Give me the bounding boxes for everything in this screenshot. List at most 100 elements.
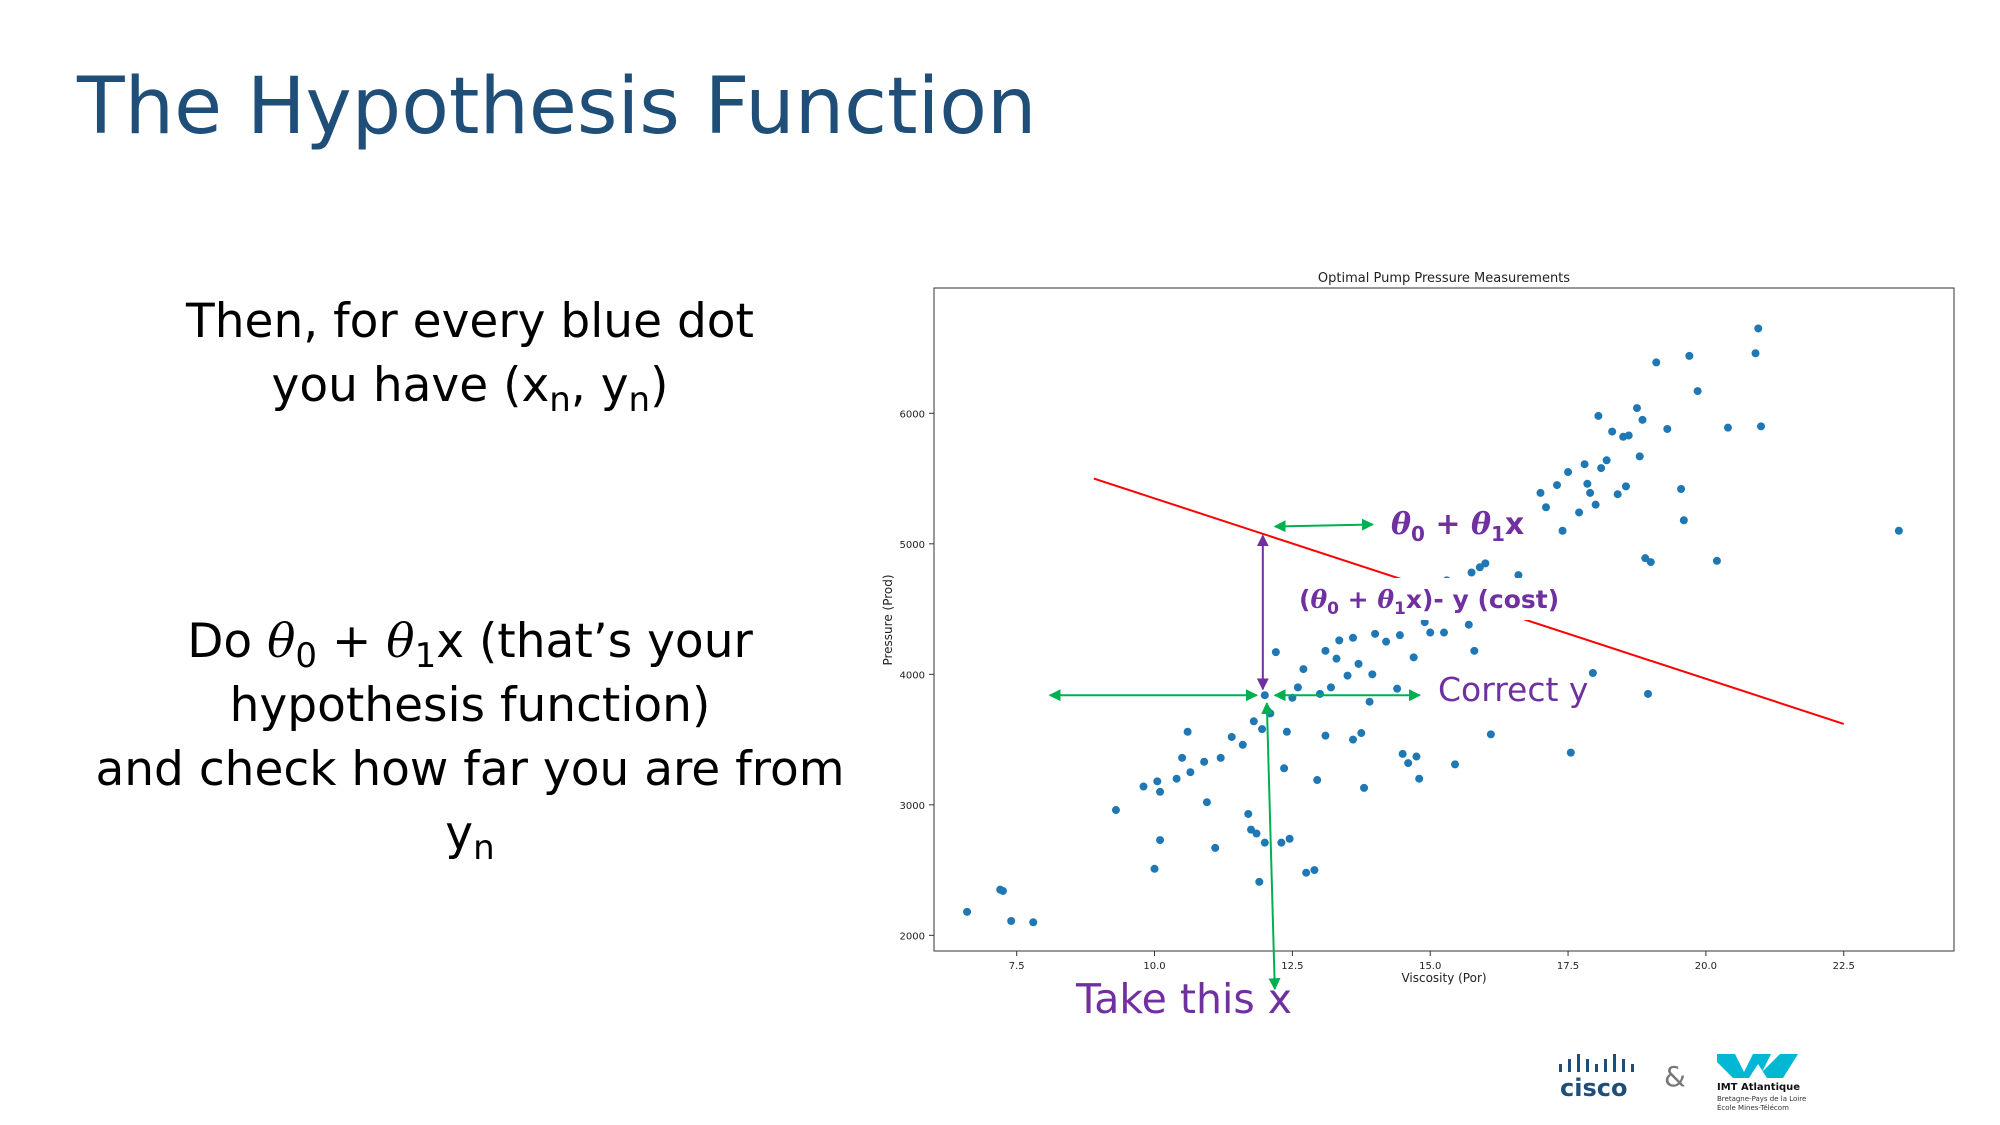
x-tick-label: 12.5: [1281, 961, 1303, 972]
data-point: [1677, 484, 1686, 493]
text-para-blue-dot: Then, for every blue dot you have (xn, y…: [70, 290, 870, 418]
y-tick-label: 2000: [900, 931, 925, 942]
arrow-take-x: [1261, 701, 1281, 991]
data-point: [1153, 777, 1162, 786]
data-point: [1602, 456, 1611, 465]
data-point: [1652, 358, 1661, 367]
para1-line2: you have (xn, yn): [271, 358, 669, 420]
correct-y-mask: [1434, 670, 1582, 712]
data-point: [1398, 749, 1407, 758]
data-point: [1564, 468, 1573, 477]
data-point: [1321, 731, 1330, 740]
imt-line2: École Mines-Télécom: [1717, 1103, 1789, 1112]
data-point: [1393, 684, 1402, 693]
data-point: [1343, 671, 1352, 680]
data-point: [1751, 349, 1760, 358]
data-point: [1310, 866, 1319, 875]
data-point: [1349, 735, 1358, 744]
data-point: [1451, 760, 1460, 769]
data-point: [1178, 753, 1187, 762]
data-point: [1139, 782, 1148, 791]
data-point: [1315, 689, 1324, 698]
data-point: [963, 907, 972, 916]
ampersand: &: [1664, 1060, 1686, 1093]
data-point: [1712, 556, 1721, 565]
data-point: [1293, 683, 1302, 692]
data-point: [1514, 571, 1523, 580]
data-point: [1332, 654, 1341, 663]
data-point: [1302, 868, 1311, 877]
data-point: [1440, 628, 1448, 637]
cost-label-mask: [1296, 578, 1550, 620]
data-point: [1591, 500, 1600, 509]
data-point: [1404, 759, 1413, 768]
x-tick-label: 7.5: [1009, 961, 1025, 972]
data-point: [1326, 683, 1335, 692]
data-point: [1299, 665, 1308, 674]
data-point: [1644, 689, 1652, 698]
data-point: [1238, 740, 1247, 749]
data-point: [1723, 423, 1732, 432]
x-tick-label: 17.5: [1557, 961, 1579, 972]
data-point: [1382, 637, 1391, 646]
para2-line2: hypothesis function): [229, 678, 711, 733]
x-axis-label: Viscosity (Por): [1401, 971, 1486, 985]
data-point: [1575, 508, 1584, 517]
data-point: [1282, 727, 1291, 736]
data-point: [1641, 554, 1650, 563]
data-point: [1693, 387, 1702, 396]
hyp-label-mask: [1388, 505, 1538, 543]
data-point: [1415, 774, 1424, 783]
data-point: [1029, 918, 1038, 927]
data-point: [1583, 479, 1592, 488]
cost-label: (θ0 + θ1x)- y (cost): [1299, 585, 1559, 619]
x-tick-label: 22.5: [1833, 961, 1855, 972]
data-point: [1412, 752, 1421, 761]
data-point: [1360, 783, 1369, 792]
data-point: [1597, 464, 1606, 473]
data-point: [1244, 809, 1253, 818]
data-point: [1638, 415, 1647, 424]
data-point: [1321, 646, 1330, 655]
imt-line1: Bretagne-Pays de la Loire: [1717, 1095, 1806, 1103]
highlight-point: [1260, 691, 1269, 700]
data-point: [1335, 636, 1344, 645]
y-tick-label: 3000: [900, 801, 925, 812]
data-point: [1663, 424, 1672, 433]
hypothesis-label: θ0 + θ1x: [1391, 507, 1524, 546]
arrow-hypothesis-value: [1273, 518, 1375, 533]
data-point: [1277, 838, 1286, 847]
cisco-wordmark: cisco: [1560, 1074, 1627, 1102]
data-point: [1368, 670, 1377, 679]
partner-logos: cisco & IMT Atlantique Bretagne-Pays de …: [1555, 1050, 1815, 1119]
data-point: [1285, 834, 1294, 843]
data-point: [1349, 633, 1358, 642]
data-point: [1395, 631, 1404, 640]
data-point: [1613, 490, 1622, 499]
data-point: [1202, 798, 1211, 807]
y-tick-label: 4000: [900, 670, 925, 681]
data-point: [1553, 481, 1562, 490]
data-point: [1260, 838, 1269, 847]
data-point: [1757, 422, 1766, 431]
data-point: [1594, 411, 1603, 420]
data-point: [1420, 618, 1429, 627]
text-para-hypothesis: Do θ0 + θ1x (that’s your hypothesis func…: [70, 610, 870, 866]
take-x-label: Take this x: [1075, 975, 1292, 1023]
data-point: [1211, 843, 1220, 852]
data-point: [1481, 559, 1490, 568]
imt-atlantique-logo: IMT Atlantique Bretagne-Pays de la Loire…: [1717, 1054, 1806, 1112]
y-tick-label: 5000: [900, 540, 925, 551]
imt-name: IMT Atlantique: [1717, 1082, 1800, 1093]
data-point: [1542, 503, 1550, 512]
data-point: [1172, 774, 1181, 783]
data-point: [1227, 732, 1236, 741]
data-point: [1754, 324, 1763, 333]
data-point: [1586, 488, 1595, 497]
data-point: [1200, 757, 1209, 766]
data-point: [1894, 526, 1903, 535]
data-point: [1371, 629, 1380, 638]
data-point: [1313, 776, 1322, 785]
data-point: [1624, 431, 1633, 440]
para2-line4: yn: [445, 806, 495, 868]
